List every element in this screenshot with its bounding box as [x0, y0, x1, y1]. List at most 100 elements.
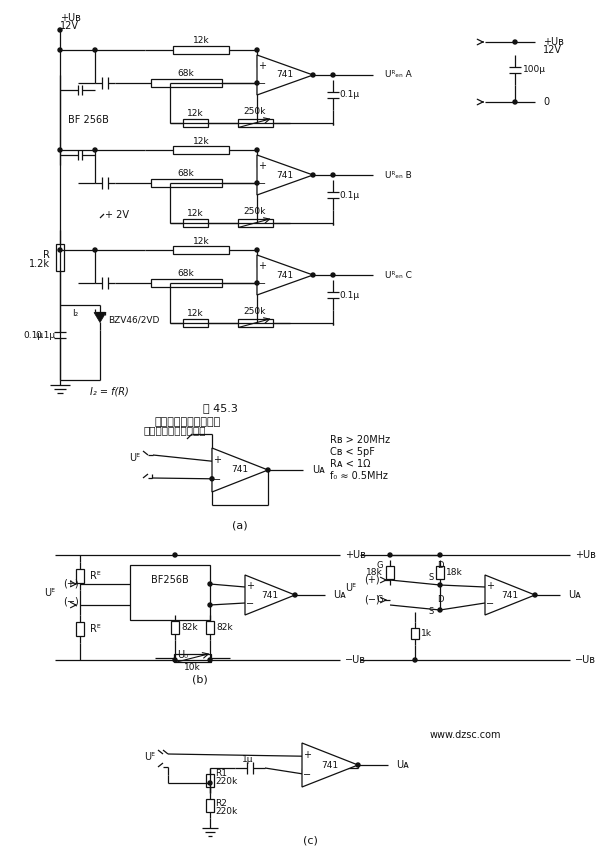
- Circle shape: [58, 28, 62, 32]
- Circle shape: [208, 658, 212, 662]
- Circle shape: [311, 273, 315, 277]
- Bar: [206, 621, 214, 633]
- Bar: [76, 569, 84, 583]
- Text: 250k: 250k: [244, 307, 266, 317]
- Text: D: D: [437, 595, 443, 604]
- Text: 12k: 12k: [193, 236, 209, 245]
- Bar: [386, 566, 394, 579]
- Text: + 2V: + 2V: [105, 210, 129, 220]
- Text: Uᴱ: Uᴱ: [345, 583, 356, 593]
- Text: Uᴀ: Uᴀ: [333, 590, 346, 600]
- Text: 100μ: 100μ: [523, 66, 546, 74]
- Text: Rᴀ < 1Ω: Rᴀ < 1Ω: [330, 459, 371, 469]
- Text: R2: R2: [215, 798, 227, 808]
- Bar: [171, 621, 179, 633]
- Text: Rᴱ: Rᴱ: [90, 571, 101, 581]
- Circle shape: [58, 148, 62, 152]
- Circle shape: [93, 148, 97, 152]
- Text: S: S: [429, 608, 434, 616]
- Polygon shape: [257, 55, 313, 95]
- Circle shape: [255, 48, 259, 52]
- Text: (−): (−): [63, 597, 79, 607]
- Text: S: S: [429, 574, 434, 583]
- Circle shape: [255, 81, 259, 85]
- Text: −Uʙ: −Uʙ: [345, 655, 366, 665]
- Text: www.dzsc.com: www.dzsc.com: [430, 730, 502, 740]
- Text: +Uʙ: +Uʙ: [60, 13, 81, 23]
- Circle shape: [210, 476, 214, 481]
- Circle shape: [438, 553, 442, 557]
- Circle shape: [255, 148, 259, 152]
- Text: 0.1μ: 0.1μ: [35, 331, 55, 339]
- Circle shape: [356, 763, 360, 767]
- Text: 0.1μ: 0.1μ: [339, 291, 359, 299]
- Circle shape: [513, 100, 517, 104]
- Circle shape: [533, 593, 537, 597]
- Text: 1.2k: 1.2k: [29, 259, 50, 269]
- Text: 12k: 12k: [187, 110, 203, 118]
- Text: 0.1μ: 0.1μ: [339, 91, 359, 99]
- Polygon shape: [302, 743, 358, 787]
- Text: 68k: 68k: [178, 169, 194, 179]
- Circle shape: [266, 468, 270, 472]
- Text: Uᴿₑₙ C: Uᴿₑₙ C: [385, 270, 412, 280]
- Circle shape: [173, 553, 177, 557]
- Circle shape: [413, 658, 417, 662]
- Text: (+): (+): [63, 579, 79, 589]
- Text: Uᴀ: Uᴀ: [396, 760, 409, 770]
- Text: 12V: 12V: [60, 21, 79, 31]
- Polygon shape: [257, 255, 313, 295]
- Text: +Uʙ: +Uʙ: [345, 550, 366, 560]
- Text: 0.1μ: 0.1μ: [24, 331, 44, 339]
- Text: +: +: [258, 61, 266, 71]
- Bar: [151, 279, 221, 287]
- Text: 18k: 18k: [366, 568, 383, 577]
- Bar: [173, 246, 229, 254]
- Circle shape: [255, 248, 259, 252]
- Text: Uᴱ: Uᴱ: [129, 453, 140, 463]
- Text: +Uʙ: +Uʙ: [575, 550, 596, 560]
- Bar: [151, 79, 221, 87]
- Text: 图 45.3: 图 45.3: [203, 403, 238, 413]
- Bar: [151, 179, 221, 187]
- Circle shape: [331, 273, 335, 277]
- Text: Uᴀ: Uᴀ: [312, 465, 325, 475]
- Circle shape: [93, 248, 97, 252]
- Text: R1: R1: [215, 768, 227, 778]
- Bar: [182, 319, 208, 327]
- Circle shape: [311, 173, 315, 177]
- Text: +: +: [258, 161, 266, 171]
- Text: I₂: I₂: [72, 308, 78, 318]
- Text: 741: 741: [277, 71, 293, 79]
- Text: 1μ: 1μ: [242, 755, 254, 765]
- Bar: [130, 565, 210, 620]
- Text: 12k: 12k: [187, 210, 203, 218]
- Text: 741: 741: [502, 590, 518, 600]
- Text: 12k: 12k: [187, 310, 203, 318]
- Text: +: +: [258, 261, 266, 271]
- Polygon shape: [245, 575, 295, 615]
- Text: (b): (b): [192, 675, 208, 685]
- Text: 12k: 12k: [193, 136, 209, 146]
- Bar: [238, 119, 272, 127]
- Text: G: G: [377, 595, 383, 604]
- Text: +: +: [486, 581, 494, 591]
- Text: 杭州络睿科技有限公司: 杭州络睿科技有限公司: [144, 425, 206, 435]
- Circle shape: [331, 73, 335, 77]
- Bar: [174, 654, 211, 662]
- Text: 68k: 68k: [178, 70, 194, 79]
- Text: +: +: [213, 455, 221, 465]
- Text: G: G: [377, 560, 383, 570]
- Text: R: R: [43, 250, 50, 260]
- Bar: [56, 243, 64, 271]
- Circle shape: [513, 40, 517, 44]
- Text: 82k: 82k: [216, 623, 233, 632]
- Text: (−): (−): [364, 595, 380, 605]
- Text: 12k: 12k: [193, 36, 209, 46]
- Bar: [173, 46, 229, 54]
- Text: 741: 741: [262, 590, 278, 600]
- Text: 741: 741: [322, 760, 338, 770]
- Text: 220k: 220k: [215, 777, 237, 785]
- Text: −Uʙ: −Uʙ: [575, 655, 596, 665]
- Text: 10k: 10k: [184, 664, 201, 672]
